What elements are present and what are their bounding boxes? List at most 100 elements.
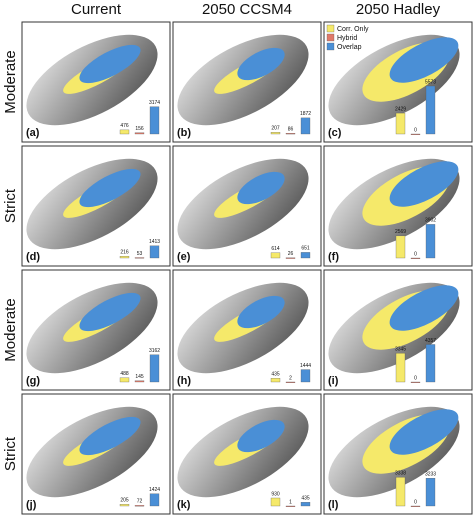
legend-swatch <box>326 24 335 33</box>
map-panel: (i) 3345 0 4357 <box>323 269 473 391</box>
bar-value: 26 <box>288 251 294 257</box>
bar-value: 205 <box>120 498 129 504</box>
bar <box>270 378 281 383</box>
bar-value: 0 <box>414 127 417 133</box>
bar <box>119 504 130 507</box>
bar-value: 614 <box>271 246 280 252</box>
map-panel: (k) 930 1 435 <box>172 393 322 515</box>
bar-value: 72 <box>137 499 143 505</box>
bar <box>300 502 311 507</box>
bar-value: 5573 <box>425 79 436 85</box>
panel-label: (h) <box>177 375 191 387</box>
bar-value: 930 <box>271 491 280 497</box>
bar-value: 2569 <box>395 229 406 235</box>
bar-value: 3338 <box>395 471 406 477</box>
bar-value: 3345 <box>395 347 406 353</box>
bar <box>395 235 406 259</box>
bar-value: 0 <box>414 499 417 505</box>
bar <box>134 380 145 383</box>
bar <box>300 117 311 135</box>
row-label: Strict <box>2 436 19 471</box>
bar <box>134 257 145 259</box>
panel-label: (i) <box>328 375 339 387</box>
bar-value: 207 <box>271 126 280 132</box>
bar <box>270 497 281 507</box>
bar <box>149 493 160 507</box>
overlap-area <box>237 295 285 329</box>
overlap-area <box>79 168 141 208</box>
overlap-area <box>389 37 459 83</box>
overlap-area <box>237 47 285 81</box>
bar-value: 1872 <box>300 111 311 117</box>
bar-value: 3233 <box>425 471 436 477</box>
bar-value: 86 <box>288 127 294 133</box>
map-panel: (h) 435 2 1444 <box>172 269 322 391</box>
overlap-area <box>237 171 285 205</box>
map-panel: (j) 205 72 1424 <box>21 393 171 515</box>
panel-label: (b) <box>177 127 191 139</box>
bar <box>395 353 406 383</box>
map-panel: (g) 488 145 3162 <box>21 269 171 391</box>
bar <box>270 132 281 135</box>
column-header: Current <box>71 1 122 18</box>
column-header: 2050 CCSM4 <box>202 1 292 18</box>
overlap-area <box>389 285 459 331</box>
map-panel: (f) 2569 0 3902 <box>323 145 473 267</box>
bar-value: 1413 <box>149 239 160 245</box>
map-panel: (a) 476 156 3174 <box>21 21 171 143</box>
bar <box>285 133 296 135</box>
bar <box>119 377 130 383</box>
panel-label: (a) <box>26 127 40 139</box>
overlap-area <box>79 416 141 456</box>
bar-value: 156 <box>135 126 144 132</box>
bar-value: 216 <box>120 249 129 255</box>
bar-value: 435 <box>271 372 280 378</box>
overlap-area <box>237 419 285 453</box>
overlap-area <box>389 161 459 207</box>
legend-swatch <box>326 33 335 42</box>
bar <box>119 255 130 259</box>
bar <box>425 478 436 507</box>
bar <box>425 224 436 259</box>
legend-label: Overlap <box>337 44 362 51</box>
bar <box>149 245 160 259</box>
bar <box>410 505 421 507</box>
bar <box>285 505 296 507</box>
legend-label: Corr. Only <box>337 26 369 33</box>
bar <box>300 369 311 383</box>
bar-value: 1 <box>289 499 292 505</box>
panel-label: (j) <box>26 499 37 511</box>
bar <box>134 505 145 507</box>
bar <box>395 112 406 135</box>
bar <box>395 477 406 507</box>
bar-value: 1444 <box>300 363 311 369</box>
overlap-area <box>79 292 141 332</box>
overlap-area <box>79 44 141 84</box>
bar-value: 3902 <box>425 218 436 224</box>
map-panel: (c) 2429 0 5573 Corr. Only Hybrid Overlap <box>323 21 473 143</box>
panel-label: (g) <box>26 375 40 387</box>
panel-label: (d) <box>26 251 40 263</box>
bar <box>300 252 311 259</box>
map-panel: (l) 3338 0 3233 <box>323 393 473 515</box>
panel-label: (l) <box>328 499 339 511</box>
bar-value: 476 <box>120 123 129 129</box>
bar-value: 4357 <box>425 338 436 344</box>
bar <box>285 257 296 259</box>
bar-value: 145 <box>135 374 144 380</box>
legend-swatch <box>326 42 335 51</box>
bar-value: 1424 <box>149 487 160 493</box>
bar-value: 2 <box>289 375 292 381</box>
map-panel: (e) 614 26 651 <box>172 145 322 267</box>
bar <box>410 381 421 383</box>
bar-value: 53 <box>137 251 143 257</box>
bar <box>285 381 296 383</box>
map-panel: (b) 207 86 1872 <box>172 21 322 143</box>
bar-value: 2429 <box>395 106 406 112</box>
bar-value: 3174 <box>149 100 160 106</box>
panel-label: (k) <box>177 499 191 511</box>
bar <box>410 133 421 135</box>
map-panel: (d) 216 53 1413 <box>21 145 171 267</box>
legend-label: Hybrid <box>337 35 357 42</box>
